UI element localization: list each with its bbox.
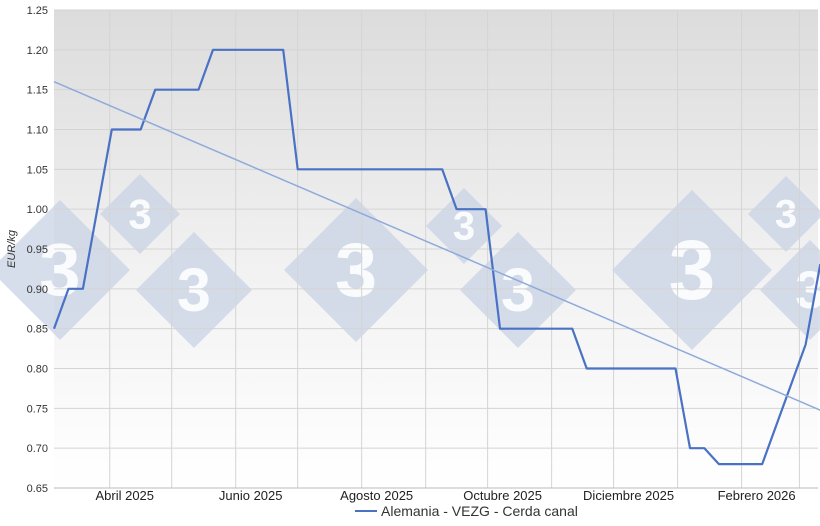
watermark-digit: 3 xyxy=(128,190,151,237)
watermark-diamond xyxy=(0,200,130,340)
watermark-diamond xyxy=(284,198,428,342)
watermark: 333 333 333 xyxy=(0,174,820,350)
x-tick-label: Abril 2025 xyxy=(95,488,154,503)
y-tick-label: 1.10 xyxy=(27,125,48,137)
y-tick-label: 1.15 xyxy=(27,85,48,97)
watermark-digit: 3 xyxy=(501,256,535,324)
y-tick-label: 0.95 xyxy=(27,244,48,256)
watermark-diamond xyxy=(748,176,820,252)
legend-label: Alemania - VEZG - Cerda canal xyxy=(381,503,578,519)
y-tick-label: 0.85 xyxy=(27,324,48,336)
y-tick-label: 1.00 xyxy=(27,204,48,216)
watermark-diamond xyxy=(760,240,820,340)
y-tick-label: 0.65 xyxy=(27,483,48,495)
legend: Alemania - VEZG - Cerda canal xyxy=(355,503,578,519)
axes: 0.65 0.70 0.75 0.80 0.85 0.90 0.95 1.00 1.05 1.10… xyxy=(27,5,818,503)
y-tick-label: 0.75 xyxy=(27,403,48,415)
watermark-diamond xyxy=(460,232,576,348)
y-axis-label: EUR/kg xyxy=(6,229,18,268)
watermark-diamond xyxy=(612,190,772,350)
trendline xyxy=(53,81,820,411)
y-tick-label: 1.05 xyxy=(27,164,48,176)
watermark-digit: 3 xyxy=(177,256,211,324)
x-tick-label: Febrero 2026 xyxy=(718,488,796,503)
watermark-digit: 3 xyxy=(453,205,475,249)
x-tick-label: Diciembre 2025 xyxy=(583,488,674,503)
series xyxy=(52,48,820,466)
watermark-digit: 3 xyxy=(335,228,377,313)
series-line xyxy=(52,48,820,466)
watermark-digit: 3 xyxy=(775,193,797,237)
watermark-digit: 3 xyxy=(39,228,80,311)
x-tick-label: Octubre 2025 xyxy=(463,488,542,503)
x-tick-label: Junio 2025 xyxy=(219,488,283,503)
watermark-diamond xyxy=(136,232,252,348)
y-tick-label: 0.70 xyxy=(27,443,48,455)
x-tick-label: Agosto 2025 xyxy=(340,488,413,503)
y-tick-label: 1.25 xyxy=(27,5,48,17)
y-tick-label: 0.90 xyxy=(27,284,48,296)
y-tick-label: 0.80 xyxy=(27,364,48,376)
watermark-digit: 3 xyxy=(669,223,716,317)
watermark-diamond xyxy=(100,174,180,254)
y-tick-label: 1.20 xyxy=(27,45,48,57)
watermark-diamond xyxy=(426,188,502,264)
